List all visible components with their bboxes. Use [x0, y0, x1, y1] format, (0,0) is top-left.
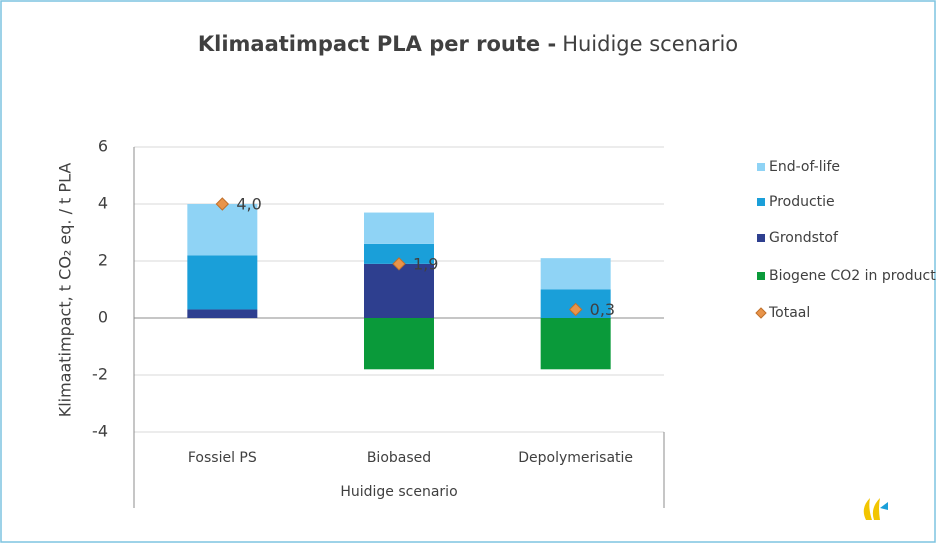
total-marker [215, 197, 230, 211]
bar-segment [364, 212, 434, 244]
bar-segment [187, 204, 258, 256]
y-tick-label: -4 [92, 422, 108, 441]
title-main: Klimaatimpact PLA per route - [198, 32, 556, 56]
y-tick-label: 4 [98, 194, 108, 213]
y-tick-label: 2 [98, 251, 108, 270]
y-tick-label: 6 [98, 137, 108, 156]
data-label: 1,9 [413, 254, 438, 273]
legend-label: Biogene CO2 in product [769, 268, 936, 284]
bar-segment [187, 255, 258, 310]
legend-marker [755, 307, 767, 319]
title-sub: Huidige scenario [562, 32, 738, 56]
bar-segment [540, 258, 611, 290]
legend-label: Grondstof [769, 230, 839, 246]
data-label: 0,3 [590, 300, 615, 319]
total-marker [392, 257, 406, 271]
legend-swatch [757, 198, 765, 206]
legend-label: End-of-life [769, 159, 840, 175]
bar-segment [540, 318, 611, 370]
y-tick-label: 0 [98, 308, 108, 327]
x-tick-label: Fossiel PS [188, 450, 257, 466]
legend-label: Productie [769, 194, 835, 210]
x-tick-label: Depolymerisatie [518, 450, 633, 466]
legend-swatch [757, 272, 765, 280]
legend-swatch [757, 234, 765, 242]
total-marker [568, 302, 583, 317]
y-axis-label: Klimaatimpact, t CO₂ eq. / t PLA [56, 163, 75, 418]
group-label: Huidige scenario [340, 484, 457, 500]
bar-segment [364, 318, 434, 370]
legend-swatch [757, 163, 765, 171]
logo [863, 498, 888, 520]
data-label: 4,0 [236, 195, 261, 214]
x-tick-label: Biobased [367, 450, 431, 466]
bar-segment [364, 263, 434, 318]
chart-title: Klimaatimpact PLA per route - Huidige sce… [198, 32, 738, 56]
legend-label: Totaal [768, 305, 810, 321]
bar-segment [364, 243, 434, 264]
bar-segment [187, 309, 258, 318]
y-tick-label: -2 [92, 365, 108, 384]
